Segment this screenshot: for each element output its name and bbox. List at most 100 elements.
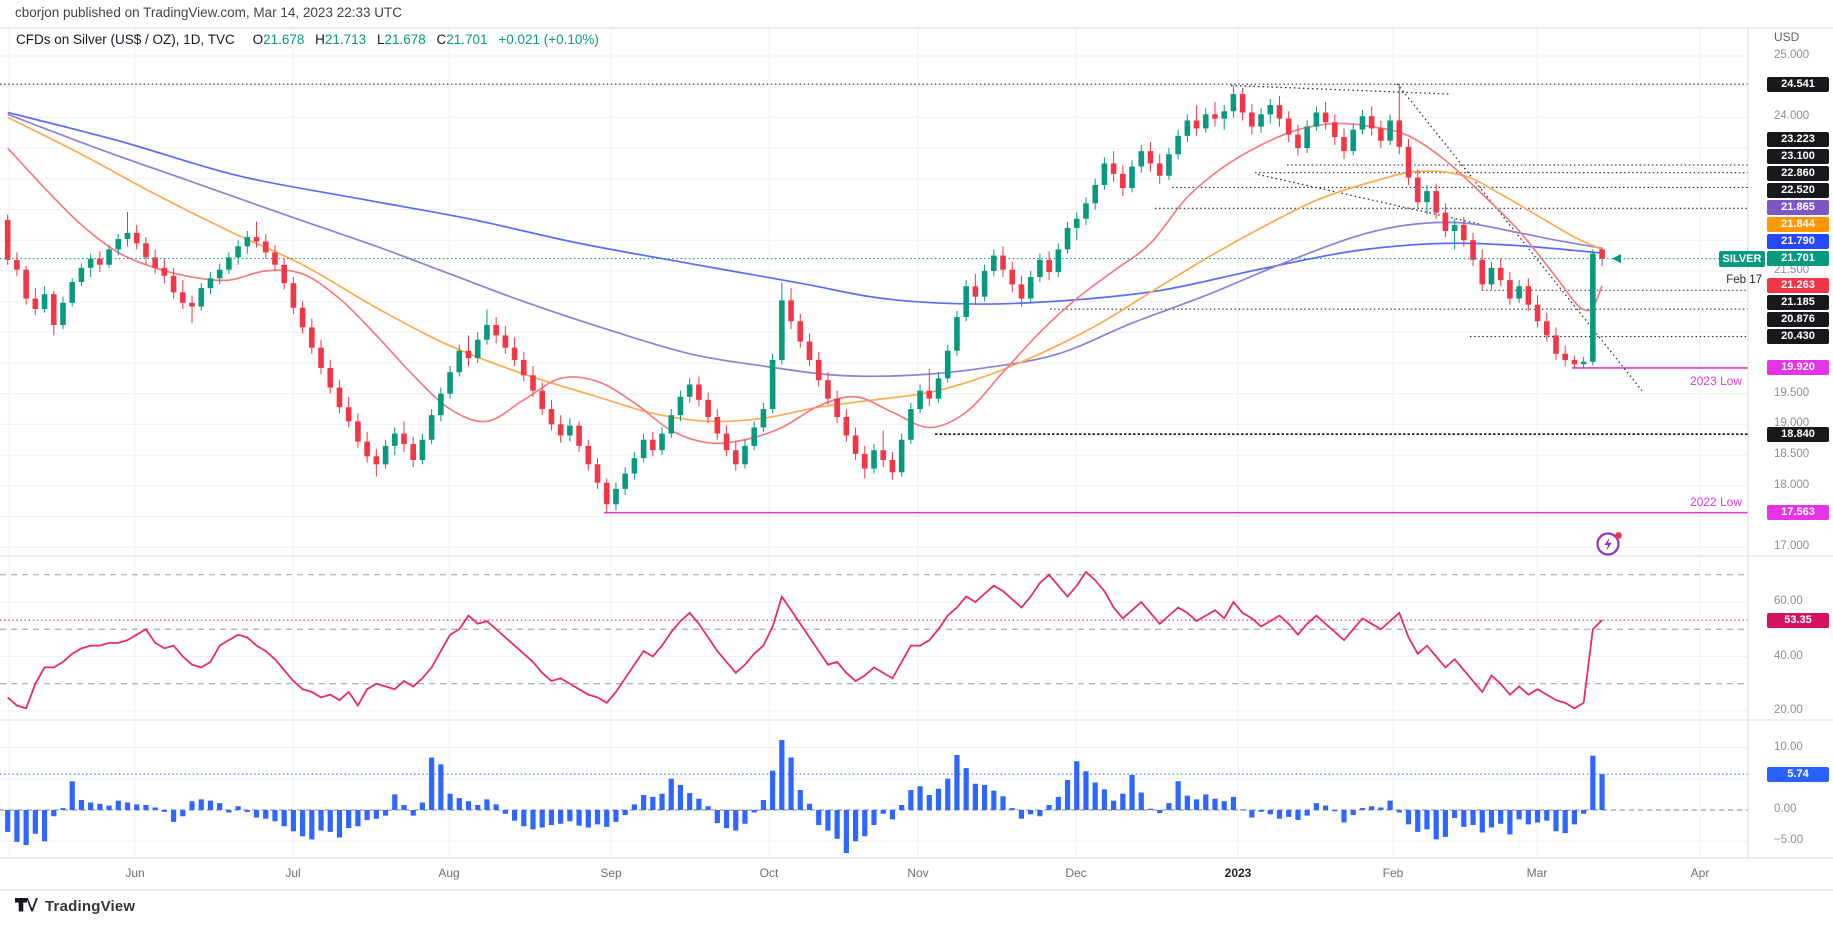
time-axis-label-Sep[interactable]: Sep bbox=[600, 866, 622, 880]
price-axis-label: 19.000 bbox=[1774, 417, 1810, 430]
candle-body bbox=[1120, 173, 1126, 189]
momentum-bar bbox=[327, 810, 333, 832]
momentum-bar bbox=[309, 810, 315, 840]
momentum-bar bbox=[5, 810, 11, 832]
price-badge-21.844[interactable]: 21.844 bbox=[1767, 217, 1829, 233]
candle-body bbox=[815, 359, 822, 381]
momentum-bar bbox=[401, 805, 407, 810]
price-axis-label: 24.000 bbox=[1774, 110, 1810, 123]
price-badge-21.865[interactable]: 21.865 bbox=[1767, 200, 1829, 216]
candle-body bbox=[198, 288, 205, 307]
price-badge-20.876[interactable]: 20.876 bbox=[1767, 311, 1829, 327]
candle-body bbox=[1442, 212, 1449, 231]
momentum-bar bbox=[539, 810, 545, 828]
time-axis-label-Feb[interactable]: Feb bbox=[1382, 866, 1404, 880]
time-axis-label-Aug[interactable]: Aug bbox=[438, 866, 460, 880]
momentum-bar bbox=[382, 810, 389, 816]
candle-body bbox=[567, 425, 573, 436]
candle-body bbox=[1092, 184, 1098, 204]
candle-body bbox=[244, 237, 251, 247]
momentum-bar bbox=[226, 810, 232, 813]
time-axis-label-Dec[interactable]: Dec bbox=[1065, 866, 1087, 880]
candle-body bbox=[732, 450, 739, 465]
lightning-icon[interactable] bbox=[1594, 529, 1624, 559]
price-badge-24.541[interactable]: 24.541 bbox=[1767, 76, 1829, 92]
momentum-bar bbox=[1341, 810, 1347, 823]
time-axis-label-Nov[interactable]: Nov bbox=[907, 866, 929, 880]
candle-body bbox=[751, 427, 757, 446]
momentum-bar bbox=[1249, 810, 1255, 818]
price-badge-21.790[interactable]: 21.790 bbox=[1767, 234, 1829, 250]
candle-body bbox=[1396, 120, 1403, 147]
candle-body bbox=[539, 390, 546, 410]
symbol-legend[interactable]: CFDs on Silver (US$ / OZ), 1D, TVC O21.6… bbox=[16, 32, 599, 47]
momentum-bar bbox=[816, 810, 822, 825]
price-badge-19.920[interactable]: 19.920 bbox=[1767, 360, 1829, 376]
candle-body bbox=[484, 324, 490, 340]
candle-body bbox=[1138, 151, 1145, 167]
candle-body bbox=[788, 300, 794, 322]
candle-body bbox=[170, 275, 177, 293]
price-axis-label: 18.500 bbox=[1774, 448, 1810, 461]
time-axis-label-2023[interactable]: 2023 bbox=[1224, 866, 1252, 880]
candle-body bbox=[1470, 240, 1476, 260]
momentum-bar bbox=[604, 810, 610, 827]
price-badge-21.701[interactable]: 21.701 bbox=[1767, 251, 1829, 267]
candle-body bbox=[14, 259, 20, 270]
symbol-badge[interactable]: SILVER bbox=[1719, 250, 1765, 267]
momentum-bar bbox=[1544, 810, 1550, 821]
price-badge-17.563[interactable]: 17.563 bbox=[1767, 505, 1829, 521]
momentum-bar bbox=[779, 740, 785, 810]
price-badge-23.223[interactable]: 23.223 bbox=[1767, 132, 1829, 148]
time-axis-label-Mar[interactable]: Mar bbox=[1526, 866, 1548, 880]
trendline[interactable] bbox=[1396, 83, 1643, 392]
candle-body bbox=[382, 445, 389, 465]
candle-body bbox=[1571, 359, 1578, 365]
candle-body bbox=[1073, 218, 1080, 228]
momentum-bar bbox=[880, 810, 886, 814]
candle-body bbox=[318, 347, 324, 368]
momentum-bar bbox=[1286, 810, 1292, 817]
rsi-value-badge[interactable]: 53.35 bbox=[1767, 612, 1829, 628]
candle-body bbox=[650, 439, 656, 451]
momentum-bar bbox=[456, 798, 462, 810]
price-badge-22.860[interactable]: 22.860 bbox=[1767, 166, 1829, 182]
candle-body bbox=[133, 232, 140, 244]
ohlc-close-value: 21.701 bbox=[446, 32, 488, 47]
price-badge-20.430[interactable]: 20.430 bbox=[1767, 329, 1829, 345]
time-axis-label-Jul[interactable]: Jul bbox=[285, 866, 301, 880]
time-axis-label-Oct[interactable]: Oct bbox=[759, 866, 779, 880]
footer-branding[interactable]: TradingView bbox=[15, 898, 135, 915]
price-badge-22.520[interactable]: 22.520 bbox=[1767, 183, 1829, 199]
candle-body bbox=[1359, 116, 1366, 130]
candle-body bbox=[926, 390, 933, 399]
momentum-bar bbox=[1101, 789, 1108, 810]
price-badge-23.100[interactable]: 23.100 bbox=[1767, 149, 1829, 165]
low-2023-label: 2023 Low bbox=[1689, 374, 1742, 388]
time-axis-label-Jun[interactable]: Jun bbox=[125, 866, 145, 880]
candle-body bbox=[336, 387, 343, 408]
time-axis-label-Apr[interactable]: Apr bbox=[1690, 866, 1710, 880]
candle-body bbox=[419, 439, 426, 461]
price-badge-18.840[interactable]: 18.840 bbox=[1767, 426, 1829, 442]
candle-body bbox=[373, 456, 380, 465]
candle-body bbox=[613, 488, 619, 505]
price-badge-21.263[interactable]: 21.263 bbox=[1767, 277, 1829, 293]
ohlc-open-value: 21.678 bbox=[263, 32, 305, 47]
momentum-bar bbox=[1258, 810, 1264, 812]
price-badge-21.185[interactable]: 21.185 bbox=[1767, 294, 1829, 310]
momentum-bar bbox=[1212, 798, 1218, 810]
candle-body bbox=[1516, 286, 1522, 299]
momentum-bar bbox=[1405, 810, 1412, 825]
momentum-bar bbox=[945, 778, 951, 810]
momentum-bar bbox=[318, 810, 324, 831]
momentum-value-badge[interactable]: 5.74 bbox=[1767, 766, 1829, 782]
trendline[interactable] bbox=[1230, 84, 1451, 95]
momentum-axis-label: 10.00 bbox=[1774, 740, 1803, 753]
momentum-bar bbox=[1479, 810, 1485, 833]
momentum-bar bbox=[124, 802, 131, 810]
candle-body bbox=[622, 473, 628, 489]
momentum-bar bbox=[1359, 808, 1366, 810]
momentum-bar bbox=[1332, 810, 1338, 812]
